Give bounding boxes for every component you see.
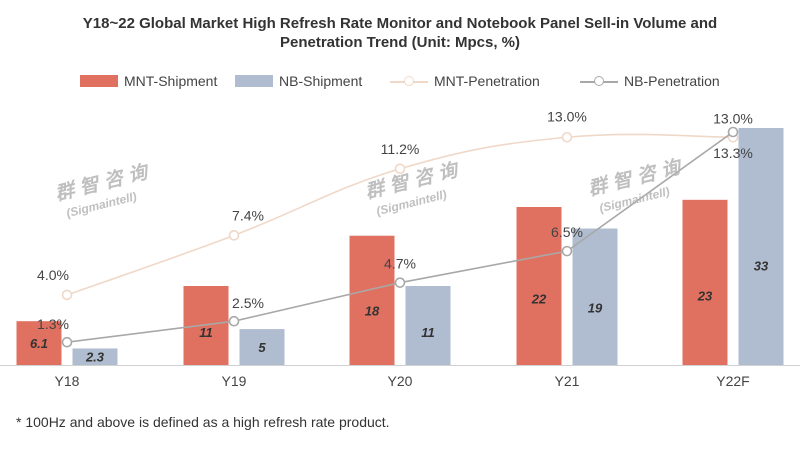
data-label-mnt-penetration: 13.0% bbox=[713, 110, 753, 126]
legend-label-nb-penetration: NB-Penetration bbox=[624, 73, 720, 89]
data-label-nb-penetration: 6.5% bbox=[551, 224, 583, 240]
point-nb-penetration bbox=[61, 336, 73, 348]
chart-title-line1: Y18~22 Global Market High Refresh Rate M… bbox=[82, 15, 718, 32]
bar-mnt-shipment bbox=[682, 199, 728, 365]
legend-swatch-mnt-shipment bbox=[80, 75, 118, 87]
bar-label-mnt-shipment: 18 bbox=[365, 304, 380, 319]
x-tick-label: Y21 bbox=[555, 373, 580, 389]
data-label-mnt-penetration: 11.2% bbox=[381, 141, 420, 157]
data-label-nb-penetration: 2.5% bbox=[232, 295, 264, 311]
legend-swatch-nb-shipment bbox=[235, 75, 273, 87]
bar-label-mnt-shipment: 22 bbox=[531, 292, 547, 307]
point-nb-penetration bbox=[228, 315, 240, 327]
bar-label-mnt-shipment: 23 bbox=[697, 289, 713, 304]
legend-label-nb-shipment: NB-Shipment bbox=[279, 73, 363, 89]
bar-nb-shipment bbox=[239, 329, 285, 365]
data-label-mnt-penetration: 7.4% bbox=[232, 207, 264, 223]
footnote: * 100Hz and above is defined as a high r… bbox=[16, 414, 390, 430]
x-tick-label: Y20 bbox=[388, 373, 413, 389]
bar-label-nb-shipment: 11 bbox=[421, 325, 435, 340]
point-nb-penetration bbox=[561, 245, 573, 257]
bar-mnt-shipment bbox=[16, 321, 62, 365]
point-nb-penetration bbox=[394, 277, 406, 288]
legend-swatch-nb-penetration bbox=[580, 75, 618, 87]
bar-nb-shipment bbox=[405, 286, 451, 365]
legend-item-mnt-penetration: MNT-Penetration bbox=[390, 73, 540, 89]
data-label-nb-penetration: 1.3% bbox=[37, 316, 69, 332]
legend-item-nb-penetration: NB-Penetration bbox=[580, 73, 720, 89]
legend-item-mnt-shipment: MNT-Shipment bbox=[80, 73, 217, 89]
data-label-nb-penetration: 13.3% bbox=[713, 145, 753, 161]
bar-label-nb-shipment: 33 bbox=[754, 258, 769, 273]
bar-label-mnt-shipment: 11 bbox=[199, 325, 213, 340]
bar-label-nb-shipment: 2.3 bbox=[85, 350, 105, 365]
chart-title: Y18~22 Global Market High Refresh Rate M… bbox=[0, 14, 800, 52]
x-tick-label: Y19 bbox=[222, 373, 247, 389]
chart-title-line2: Penetration Trend (Unit: Mpcs, %) bbox=[279, 34, 520, 51]
chart-legend: MNT-Shipment NB-Shipment MNT-Penetration… bbox=[0, 73, 800, 93]
bar-nb-shipment bbox=[738, 128, 784, 365]
data-label-mnt-penetration: 13.0% bbox=[547, 108, 587, 124]
legend-label-mnt-shipment: MNT-Shipment bbox=[124, 73, 218, 89]
point-mnt-penetration bbox=[228, 230, 240, 241]
bar-nb-shipment bbox=[572, 228, 618, 365]
point-mnt-penetration bbox=[561, 131, 573, 143]
x-tick-label: Y18 bbox=[55, 373, 80, 389]
bar-label-nb-shipment: 19 bbox=[588, 301, 603, 316]
bar-mnt-shipment bbox=[516, 207, 562, 365]
legend-label-mnt-penetration: MNT-Penetration bbox=[434, 73, 540, 89]
bar-label-mnt-shipment: 6.1 bbox=[30, 336, 48, 351]
legend-item-nb-shipment: NB-Shipment bbox=[235, 73, 362, 89]
bar-nb-shipment bbox=[72, 348, 118, 365]
data-label-nb-penetration: 4.7% bbox=[384, 256, 416, 272]
point-mnt-penetration bbox=[394, 163, 406, 175]
x-tick-label: Y22F bbox=[716, 373, 749, 389]
bar-label-nb-shipment: 5 bbox=[258, 340, 266, 355]
legend-swatch-mnt-penetration bbox=[390, 75, 428, 87]
point-mnt-penetration bbox=[61, 289, 73, 301]
bar-mnt-shipment bbox=[349, 235, 395, 365]
point-nb-penetration bbox=[727, 126, 739, 138]
data-label-mnt-penetration: 4.0% bbox=[37, 267, 69, 283]
